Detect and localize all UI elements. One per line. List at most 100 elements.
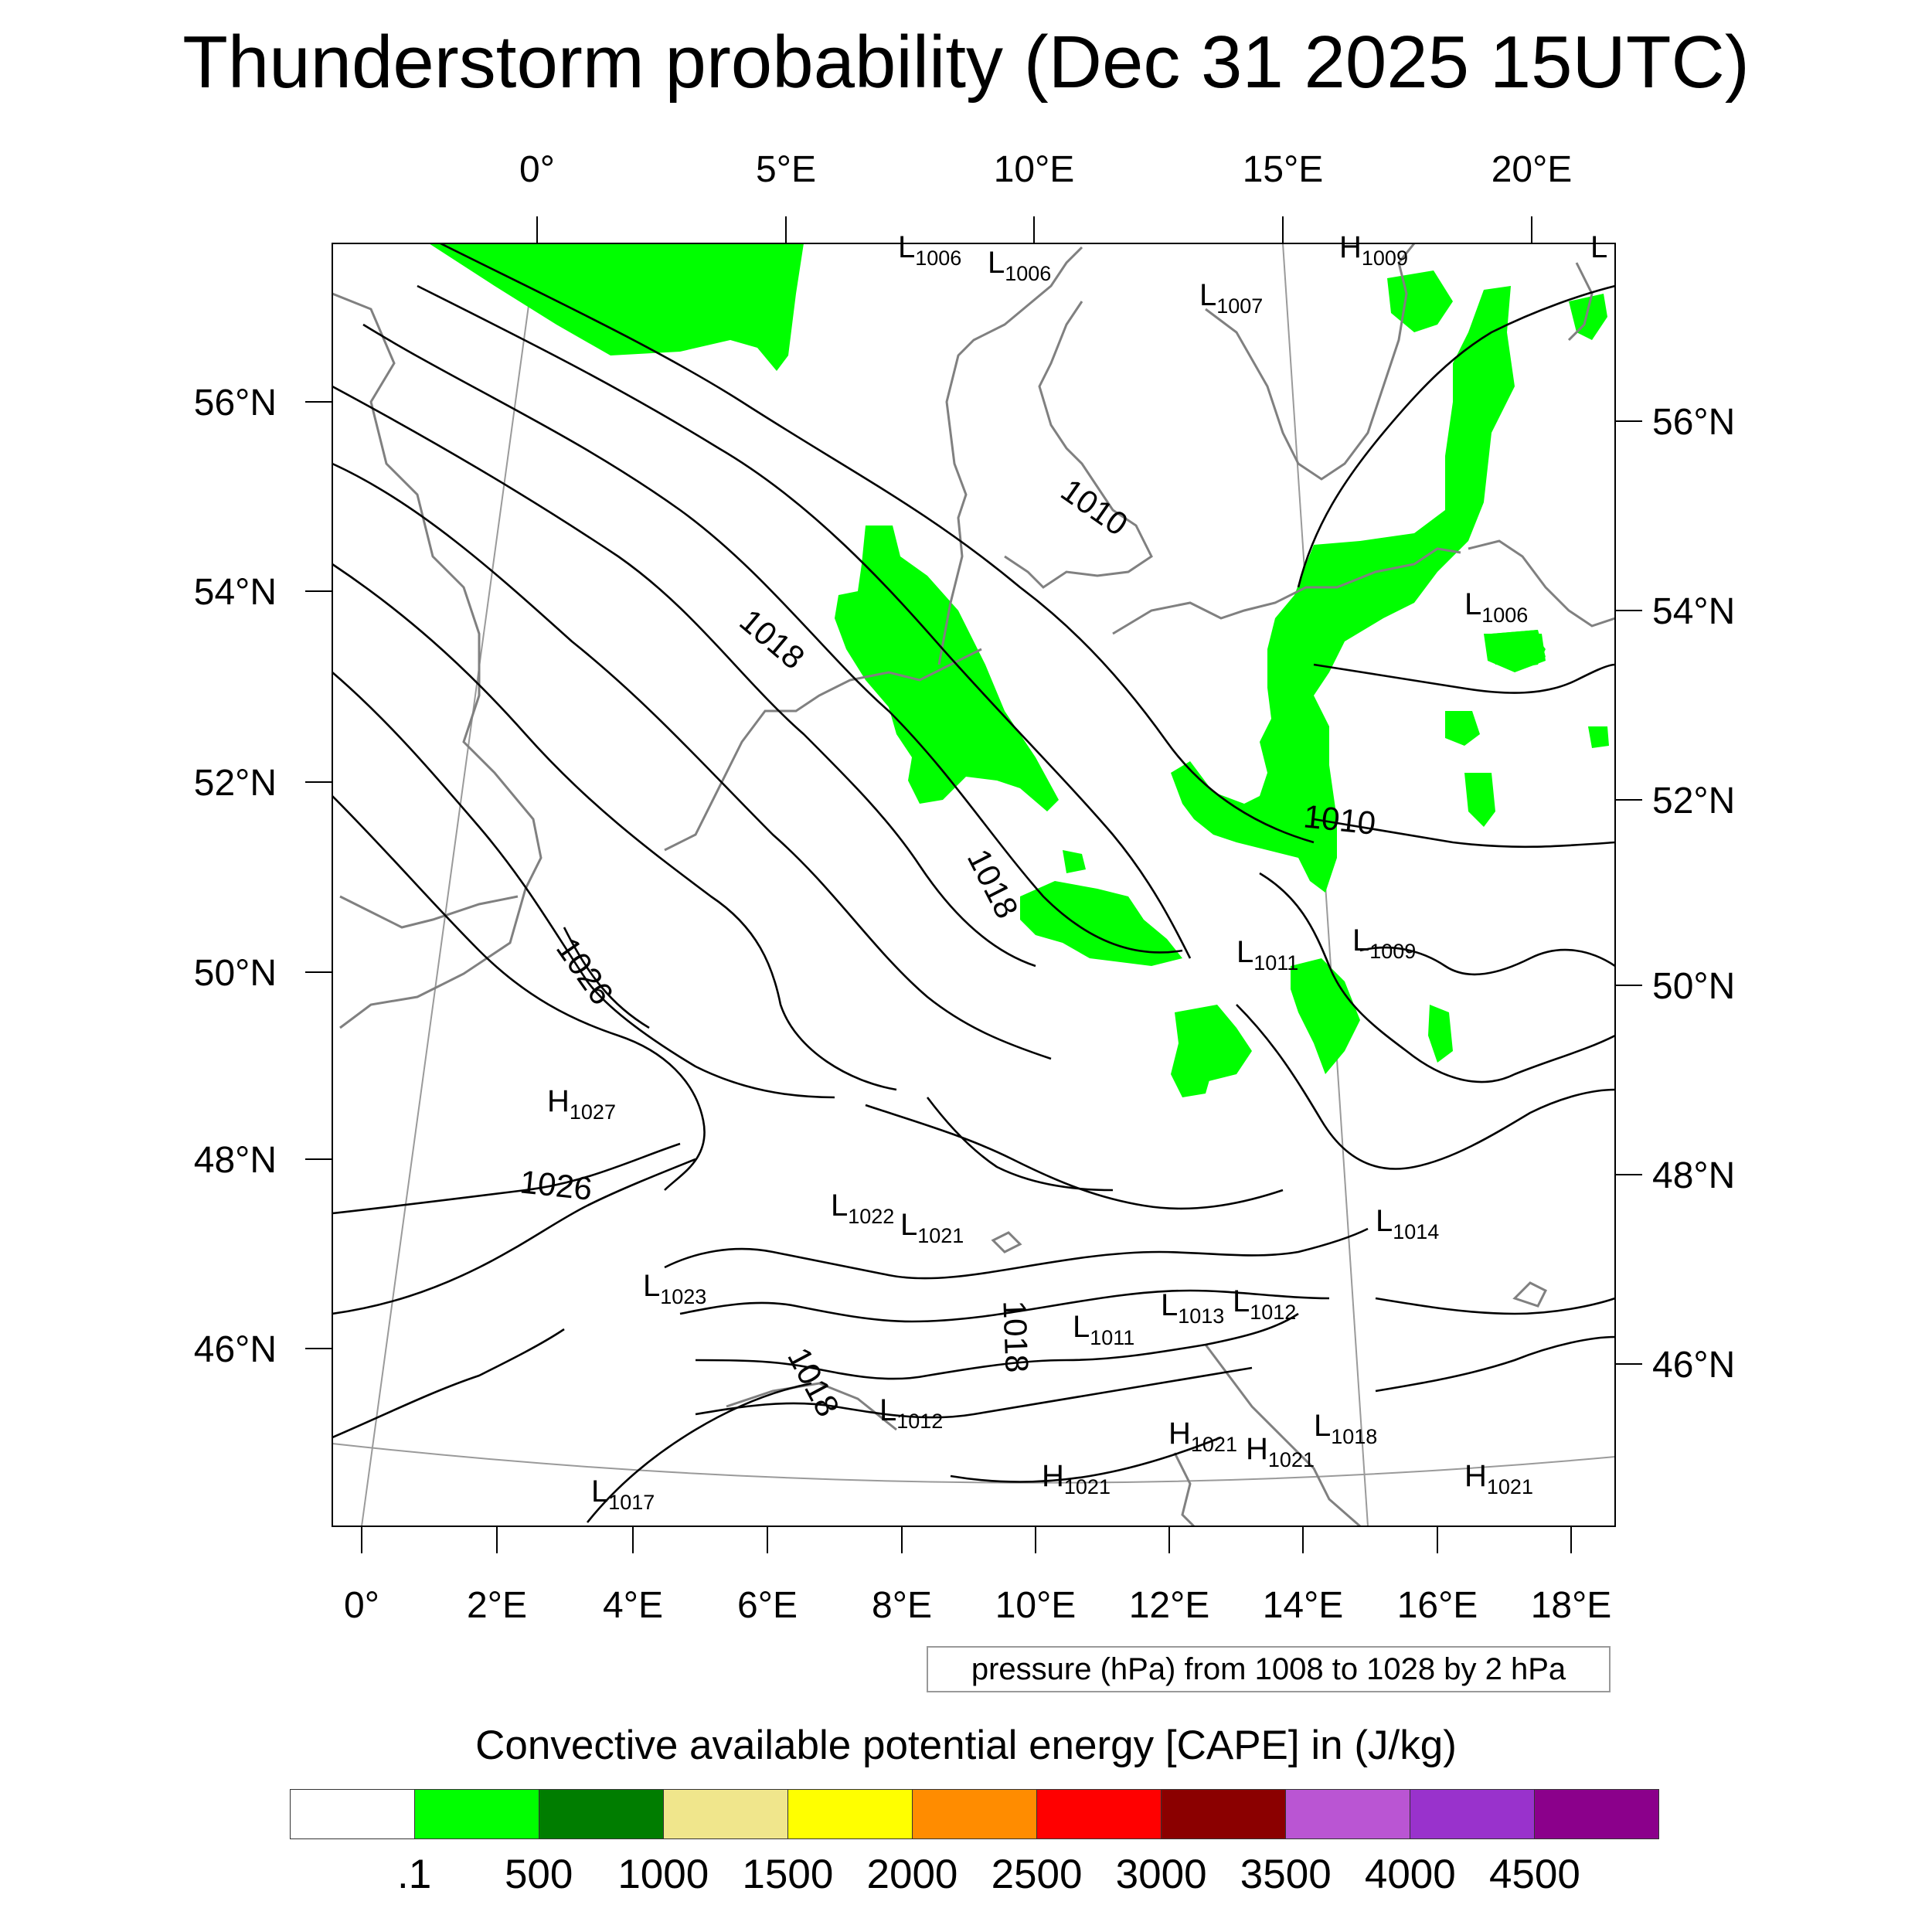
isobar-8 bbox=[332, 795, 706, 1191]
isobar-6 bbox=[332, 563, 897, 1091]
isobar-label: 1026 bbox=[519, 1163, 594, 1207]
cape-area-east-patch bbox=[1488, 634, 1542, 661]
coast-denmark bbox=[1004, 301, 1153, 589]
isobar-12 bbox=[1259, 872, 1615, 1083]
cape-area-east-edge bbox=[1588, 726, 1609, 748]
coast-baltic-south bbox=[1112, 547, 1461, 635]
cape-area-kaliningrad bbox=[1445, 711, 1480, 746]
left-lat-label: 46°N bbox=[194, 1329, 277, 1370]
cape-area-poland bbox=[1171, 286, 1515, 893]
coast-ligurian bbox=[726, 1382, 897, 1431]
colorbar-swatch bbox=[1410, 1790, 1535, 1838]
cape-area-czech bbox=[1020, 881, 1182, 966]
colorbar-swatch bbox=[664, 1790, 788, 1838]
left-lat-label: 48°N bbox=[194, 1140, 277, 1181]
pressure-center: L1009 bbox=[1352, 923, 1416, 963]
top-lon-label: 15°E bbox=[1243, 149, 1324, 190]
isobar-label: 1018 bbox=[961, 843, 1026, 924]
colorbar-swatch bbox=[1535, 1790, 1658, 1838]
isobar-17 bbox=[1359, 946, 1615, 976]
colorbar-label: 1500 bbox=[742, 1852, 834, 1897]
coast-gotland bbox=[1567, 262, 1594, 342]
pressure-center: L1011 bbox=[1236, 935, 1298, 975]
bottom-lon-labels: 0° 2°E 4°E 6°E 8°E 10°E 12°E 14°E 16°E 1… bbox=[344, 1585, 1611, 1626]
chart-title: Thunderstorm probability (Dec 31 2025 15… bbox=[182, 21, 1750, 104]
pressure-center: H1021 bbox=[1464, 1459, 1533, 1498]
pressure-center: H1021 bbox=[1246, 1432, 1315, 1471]
colorbar-label: 4000 bbox=[1364, 1852, 1456, 1897]
colorbar-label: 500 bbox=[504, 1852, 573, 1897]
cape-area-bornholm bbox=[1569, 294, 1607, 340]
coast-latvia bbox=[1468, 539, 1615, 628]
bottom-lon-label: 12°E bbox=[1129, 1585, 1210, 1626]
right-lat-label: 50°N bbox=[1652, 966, 1735, 1007]
isobar-alps-3 bbox=[695, 1312, 1299, 1380]
isobar-alps-4 bbox=[695, 1366, 1253, 1419]
isobar-2 bbox=[417, 284, 1192, 959]
isobar-7 bbox=[332, 672, 835, 1099]
coast-adriatic bbox=[1204, 1344, 1361, 1526]
right-lat-label: 52°N bbox=[1652, 781, 1735, 821]
pressure-center: L1006 bbox=[898, 230, 961, 270]
pressure-center: H1021 bbox=[1042, 1459, 1111, 1498]
isobar-16 bbox=[1297, 284, 1615, 588]
pressure-center: H1009 bbox=[1339, 230, 1408, 270]
pressure-center: L1018 bbox=[1314, 1409, 1377, 1448]
colorbar-label: 2500 bbox=[991, 1852, 1083, 1897]
pressure-center: L1006 bbox=[1464, 587, 1528, 627]
pressure-center: L1023 bbox=[643, 1269, 706, 1308]
cape-area-east-small bbox=[1464, 773, 1495, 827]
tick-marks bbox=[305, 216, 1642, 1553]
pressure-center: L bbox=[1590, 230, 1607, 264]
pressure-center: H1021 bbox=[1168, 1417, 1237, 1456]
isobar-5 bbox=[332, 462, 1052, 1060]
pressure-center: L1013 bbox=[1161, 1288, 1224, 1328]
colorbar-swatch bbox=[539, 1790, 664, 1838]
pressure-center: L1011 bbox=[1073, 1310, 1134, 1349]
left-lat-label: 50°N bbox=[194, 953, 277, 994]
pressure-center: L1012 bbox=[1233, 1284, 1296, 1324]
cape-area-slovakia bbox=[1291, 958, 1360, 1074]
bottom-lon-label: 10°E bbox=[995, 1585, 1077, 1626]
top-lon-label: 20°E bbox=[1492, 149, 1573, 190]
isobars bbox=[332, 243, 1615, 1523]
colorbar-label: 1000 bbox=[617, 1852, 709, 1897]
cape-area-north-dk bbox=[1063, 850, 1086, 873]
bottom-lon-label: 8°E bbox=[872, 1585, 932, 1626]
bottom-lon-label: 4°E bbox=[603, 1585, 663, 1626]
map-frame bbox=[332, 243, 1616, 1527]
coast-britain bbox=[332, 292, 543, 1029]
right-lat-label: 46°N bbox=[1652, 1345, 1735, 1386]
colorbar-label: 2000 bbox=[866, 1852, 958, 1897]
cape-area-northsea bbox=[429, 243, 804, 371]
colorbar-labels: .1 500 1000 1500 2000 2500 3000 3500 4000 4500 bbox=[0, 1851, 1932, 1897]
isobar-label: 1018 bbox=[996, 1300, 1035, 1373]
isobar-14 bbox=[1313, 663, 1615, 694]
isobar-11 bbox=[865, 1104, 1284, 1210]
right-lat-label: 54°N bbox=[1652, 591, 1735, 632]
map-content bbox=[332, 243, 1615, 1526]
pressure-center: L1022 bbox=[831, 1189, 894, 1228]
colorbar bbox=[290, 1789, 1659, 1839]
bottom-lon-label: 16°E bbox=[1397, 1585, 1478, 1626]
isobar-3 bbox=[362, 323, 1183, 954]
pressure-center: L1007 bbox=[1199, 278, 1263, 318]
isobar-label: 1018 bbox=[733, 602, 811, 676]
isobar-19 bbox=[1375, 1297, 1615, 1315]
pressure-center: L1014 bbox=[1376, 1204, 1439, 1243]
isobar-15 bbox=[1313, 818, 1615, 849]
isobar-label: 1010 bbox=[1302, 798, 1378, 842]
isobar-9 bbox=[332, 1158, 696, 1315]
colorbar-label: 3000 bbox=[1115, 1852, 1207, 1897]
right-lat-labels: 56°N 54°N 52°N 50°N 48°N 46°N bbox=[1652, 402, 1735, 1386]
left-lat-label: 52°N bbox=[194, 763, 277, 804]
colorbar-label: 4500 bbox=[1488, 1852, 1580, 1897]
bottom-lon-label: 0° bbox=[344, 1585, 379, 1626]
contour-info: pressure (hPa) from 1008 to 1028 by 2 hP… bbox=[971, 1652, 1566, 1686]
right-lat-label: 56°N bbox=[1652, 402, 1735, 443]
pressure-center: L1017 bbox=[591, 1475, 655, 1514]
colorbar-swatch bbox=[1037, 1790, 1162, 1838]
coast-sweden bbox=[1205, 243, 1416, 481]
isobar-1 bbox=[440, 243, 1315, 844]
